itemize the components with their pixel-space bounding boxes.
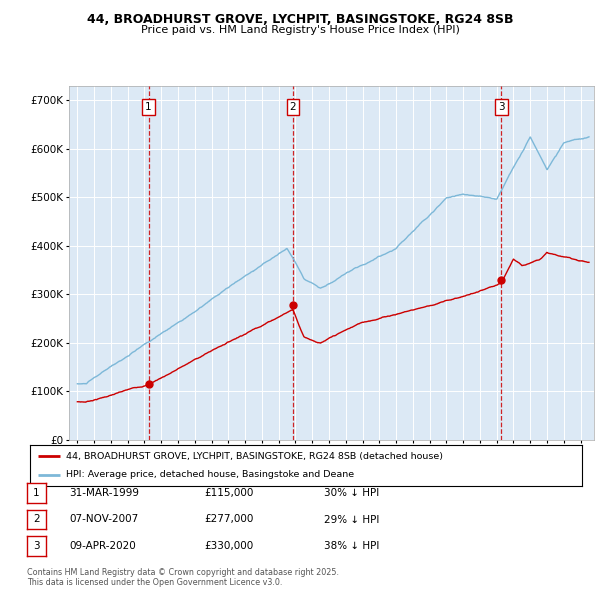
Text: £330,000: £330,000 xyxy=(204,541,253,551)
Text: 30% ↓ HPI: 30% ↓ HPI xyxy=(324,488,379,498)
Text: 3: 3 xyxy=(33,541,40,551)
Text: 44, BROADHURST GROVE, LYCHPIT, BASINGSTOKE, RG24 8SB: 44, BROADHURST GROVE, LYCHPIT, BASINGSTO… xyxy=(87,13,513,26)
Text: 3: 3 xyxy=(498,102,505,112)
Text: HPI: Average price, detached house, Basingstoke and Deane: HPI: Average price, detached house, Basi… xyxy=(66,470,354,479)
Text: 2: 2 xyxy=(33,514,40,525)
Text: Price paid vs. HM Land Registry's House Price Index (HPI): Price paid vs. HM Land Registry's House … xyxy=(140,25,460,35)
Text: 09-APR-2020: 09-APR-2020 xyxy=(69,541,136,551)
Text: 1: 1 xyxy=(33,488,40,498)
Text: 29% ↓ HPI: 29% ↓ HPI xyxy=(324,514,379,525)
Text: £277,000: £277,000 xyxy=(204,514,253,525)
Text: 1: 1 xyxy=(145,102,152,112)
Text: Contains HM Land Registry data © Crown copyright and database right 2025.
This d: Contains HM Land Registry data © Crown c… xyxy=(27,568,339,587)
Text: 44, BROADHURST GROVE, LYCHPIT, BASINGSTOKE, RG24 8SB (detached house): 44, BROADHURST GROVE, LYCHPIT, BASINGSTO… xyxy=(66,452,443,461)
Text: 31-MAR-1999: 31-MAR-1999 xyxy=(69,488,139,498)
Text: 07-NOV-2007: 07-NOV-2007 xyxy=(69,514,138,525)
Text: 2: 2 xyxy=(290,102,296,112)
Text: £115,000: £115,000 xyxy=(204,488,253,498)
Text: 38% ↓ HPI: 38% ↓ HPI xyxy=(324,541,379,551)
